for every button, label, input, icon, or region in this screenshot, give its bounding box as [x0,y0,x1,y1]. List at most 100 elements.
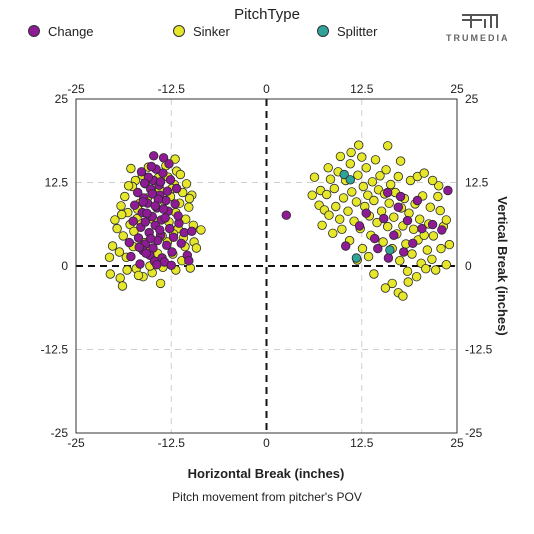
point-sinker[interactable] [380,283,391,293]
point-change[interactable] [138,197,148,207]
point-sinker[interactable] [322,189,332,200]
point-sinker[interactable] [441,260,452,270]
point-sinker[interactable] [408,224,419,235]
point-change[interactable] [155,177,166,187]
point-change[interactable] [373,243,383,254]
point-change[interactable] [168,232,179,243]
point-change[interactable] [135,259,145,269]
point-sinker[interactable] [343,206,353,216]
point-sinker[interactable] [384,198,394,208]
point-sinker[interactable] [361,163,372,173]
point-sinker[interactable] [419,168,429,178]
point-sinker[interactable] [363,251,374,262]
point-change[interactable] [166,260,177,271]
point-sinker[interactable] [184,202,194,212]
point-change[interactable] [171,183,182,194]
point-sinker[interactable] [309,172,320,182]
point-change[interactable] [443,185,453,196]
point-sinker[interactable] [110,215,120,225]
legend-item-splitter[interactable]: Splitter [317,24,377,39]
point-change[interactable] [281,210,292,220]
point-change[interactable] [417,223,427,234]
point-change[interactable] [139,178,150,188]
point-change[interactable] [160,213,170,223]
point-change[interactable] [173,211,183,221]
point-sinker[interactable] [118,231,128,241]
point-sinker[interactable] [107,241,118,251]
point-sinker[interactable] [415,214,425,224]
point-change[interactable] [142,208,152,218]
point-sinker[interactable] [378,237,388,247]
point-sinker[interactable] [112,223,122,234]
point-sinker[interactable] [115,273,125,283]
point-change[interactable] [145,233,156,244]
point-splitter[interactable] [345,175,356,185]
point-sinker[interactable] [191,243,202,253]
point-sinker[interactable] [346,147,356,158]
point-sinker[interactable] [335,151,346,162]
point-change[interactable] [165,175,176,185]
point-sinker[interactable] [444,239,455,250]
point-change[interactable] [162,186,173,196]
point-sinker[interactable] [435,205,445,216]
point-sinker[interactable] [433,191,443,202]
point-sinker[interactable] [428,231,439,241]
point-change[interactable] [379,213,389,224]
point-sinker[interactable] [436,243,446,254]
point-sinker[interactable] [395,256,405,266]
point-change[interactable] [158,168,168,178]
point-sinker[interactable] [372,217,382,228]
point-change[interactable] [132,187,143,198]
point-sinker[interactable] [369,195,379,206]
point-sinker[interactable] [120,191,130,202]
point-sinker[interactable] [395,156,406,166]
point-change[interactable] [170,199,180,209]
point-sinker[interactable] [425,202,436,212]
point-sinker[interactable] [386,179,396,190]
point-change[interactable] [152,260,162,270]
point-sinker[interactable] [184,193,195,204]
point-sinker[interactable] [431,265,441,275]
point-sinker[interactable] [347,187,357,197]
point-sinker[interactable] [421,264,431,274]
point-sinker[interactable] [370,155,381,165]
point-change[interactable] [128,216,138,226]
point-sinker[interactable] [170,154,180,164]
point-splitter[interactable] [339,169,349,180]
point-change[interactable] [187,226,197,237]
point-splitter[interactable] [351,253,362,263]
point-sinker[interactable] [393,171,404,182]
point-change[interactable] [147,189,157,199]
point-change[interactable] [389,230,399,241]
point-sinker[interactable] [126,163,136,174]
point-change[interactable] [124,237,135,248]
point-change[interactable] [370,233,380,244]
point-sinker[interactable] [358,181,369,192]
point-change[interactable] [164,223,175,234]
point-sinker[interactable] [129,226,139,237]
point-change[interactable] [408,238,418,249]
point-change[interactable] [136,167,147,177]
point-sinker[interactable] [369,269,379,279]
point-sinker[interactable] [398,291,408,301]
point-sinker[interactable] [133,270,144,281]
point-sinker[interactable] [427,254,437,264]
point-sinker[interactable] [328,228,338,239]
point-change[interactable] [155,225,165,235]
point-change[interactable] [412,195,423,206]
point-sinker[interactable] [427,175,438,186]
point-change[interactable] [161,240,172,251]
point-sinker[interactable] [434,181,444,191]
point-sinker[interactable] [375,171,385,181]
point-change[interactable] [383,253,394,263]
point-sinker[interactable] [325,174,336,184]
point-sinker[interactable] [123,181,134,191]
point-change[interactable] [361,208,372,218]
point-sinker[interactable] [122,265,132,275]
point-change[interactable] [148,151,159,161]
point-sinker[interactable] [323,163,333,173]
point-sinker[interactable] [354,140,364,150]
point-sinker[interactable] [405,175,416,186]
point-sinker[interactable] [335,214,345,224]
point-sinker[interactable] [383,141,393,151]
